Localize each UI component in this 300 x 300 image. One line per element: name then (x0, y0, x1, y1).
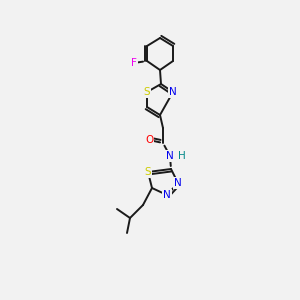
Text: O: O (145, 135, 153, 145)
Text: F: F (131, 58, 137, 68)
Text: H: H (178, 151, 186, 161)
Text: N: N (174, 178, 182, 188)
Text: S: S (144, 87, 150, 97)
Text: N: N (166, 151, 174, 161)
Text: N: N (163, 190, 171, 200)
Text: N: N (169, 87, 177, 97)
Text: S: S (145, 167, 151, 177)
